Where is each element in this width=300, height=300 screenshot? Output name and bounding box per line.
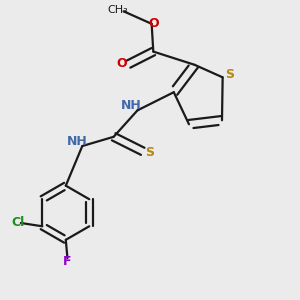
Text: CH₃: CH₃	[107, 4, 128, 15]
Text: S: S	[146, 146, 154, 159]
Text: F: F	[63, 256, 72, 268]
Text: O: O	[116, 57, 127, 70]
Text: NH: NH	[67, 135, 87, 148]
Text: Cl: Cl	[12, 216, 25, 229]
Text: O: O	[148, 17, 159, 30]
Text: S: S	[225, 68, 234, 81]
Text: NH: NH	[121, 99, 142, 112]
